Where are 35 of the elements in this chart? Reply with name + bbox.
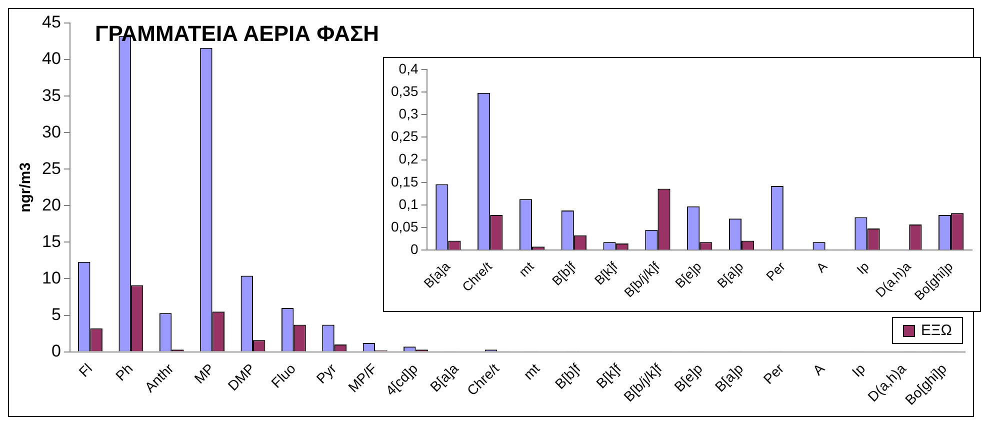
y-tick-label: 25 (42, 158, 61, 178)
y-axis-title: ngr/m3 (17, 162, 34, 212)
y-tick-label: 10 (42, 268, 61, 288)
y-tick-label: 0 (410, 241, 418, 258)
y-tick-label: 0,05 (391, 218, 418, 234)
y-tick-label: 35 (42, 86, 61, 105)
y-tick-label: 45 (42, 12, 61, 32)
y-tick-label: 0,35 (391, 82, 418, 99)
y-tick-label: 30 (42, 122, 61, 142)
x-tick-label: MP (190, 360, 218, 386)
x-tick-label: A (813, 258, 830, 276)
x-tick-label: Fluo (268, 360, 299, 391)
x-tick-label: Ph (112, 360, 136, 384)
y-tick-label: 0,2 (398, 150, 418, 167)
y-tick-label: 0,25 (391, 128, 418, 144)
y-tick-label: 0,4 (398, 60, 418, 76)
y-tick-label: 0 (51, 341, 61, 360)
y-tick-label: 20 (42, 195, 61, 214)
x-tick-label: A (810, 360, 828, 378)
chart-title: ΓΡΑΜΜΑΤΕΙΑ ΑΕΡΙΑ ΦΑΣΗ (95, 21, 380, 47)
x-tick-label: Per (763, 258, 789, 284)
x-tick-label: Pyr (313, 360, 340, 386)
y-tick-label: 0,1 (398, 196, 418, 212)
x-tick-label: Fl (76, 360, 96, 380)
x-tick-label: mt (516, 258, 537, 280)
y-tick-label: 0,3 (398, 105, 418, 122)
y-tick-label: 0,15 (391, 173, 418, 190)
legend-label: ΕΞΩ (921, 322, 952, 339)
y-tick-label: 40 (42, 49, 61, 68)
x-tick-label: Ip (848, 360, 868, 380)
x-tick-label: Per (760, 360, 787, 387)
y-tick-label: 5 (51, 304, 61, 324)
x-tick-label: Ip (854, 258, 872, 278)
x-tick-label: mt (520, 360, 543, 383)
y-tick-label: 15 (42, 232, 61, 251)
